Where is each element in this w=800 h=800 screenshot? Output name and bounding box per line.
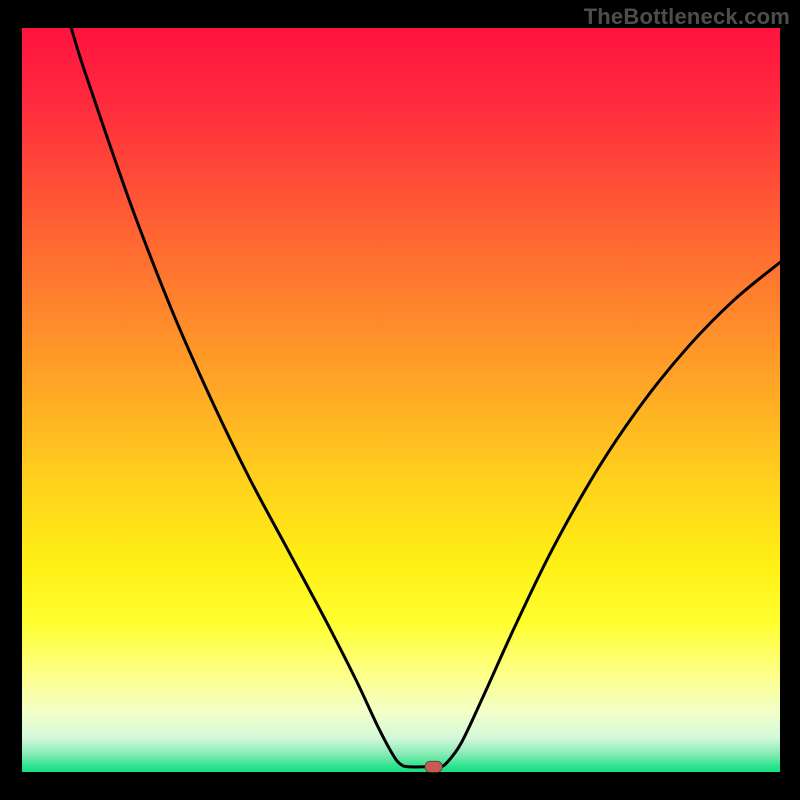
bottleneck-chart-svg bbox=[0, 0, 800, 800]
plot-background bbox=[22, 28, 780, 772]
chart-stage: TheBottleneck.com bbox=[0, 0, 800, 800]
watermark-text: TheBottleneck.com bbox=[584, 4, 790, 30]
optimal-point-marker bbox=[425, 761, 442, 772]
